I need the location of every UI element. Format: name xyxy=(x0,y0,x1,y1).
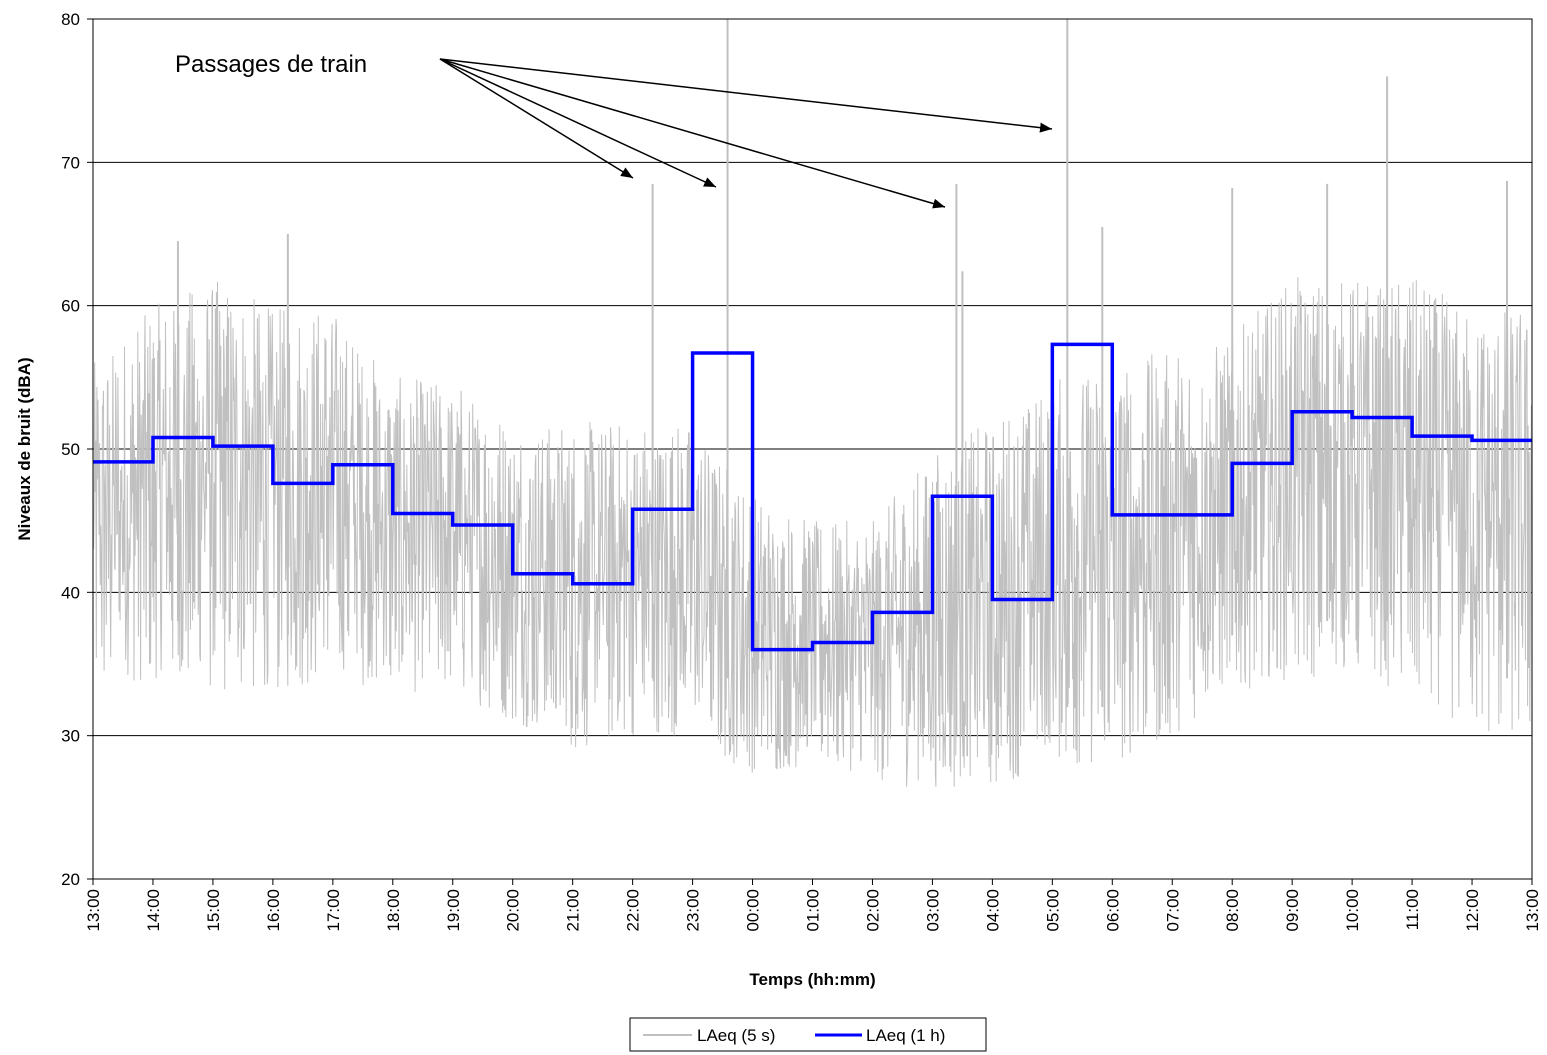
x-tick-label: 12:00 xyxy=(1463,889,1482,932)
x-axis-title: Temps (hh:mm) xyxy=(749,970,875,989)
x-tick-label: 08:00 xyxy=(1223,889,1242,932)
legend: LAeq (5 s) LAeq (1 h) xyxy=(629,1017,987,1052)
y-axis-title: Niveaux de bruit (dBA) xyxy=(15,357,34,540)
annotation-arrow xyxy=(439,58,946,209)
x-tick-label: 21:00 xyxy=(564,889,583,932)
x-tick-label: 13:00 xyxy=(1523,889,1542,932)
x-tick-label: 23:00 xyxy=(684,889,703,932)
x-tick-label: 22:00 xyxy=(624,889,643,932)
annotation-arrow xyxy=(439,58,1053,133)
x-tick-label: 03:00 xyxy=(923,889,942,932)
x-tick-label: 01:00 xyxy=(804,889,823,932)
x-tick-label: 19:00 xyxy=(444,889,463,932)
x-tick-label: 06:00 xyxy=(1103,889,1122,932)
annotation-arrow xyxy=(439,58,717,188)
legend-label-laeq-1h: LAeq (1 h) xyxy=(866,1026,945,1045)
series-laeq-5s xyxy=(92,19,1533,787)
x-tick-label: 07:00 xyxy=(1163,889,1182,932)
series-line-laeq-1h xyxy=(93,342,1532,652)
series-laeq-1h xyxy=(93,342,1532,652)
y-tick-label: 60 xyxy=(61,297,80,316)
x-tick-label: 16:00 xyxy=(264,889,283,932)
series-line-laeq-5s xyxy=(92,277,1533,787)
y-tick-label: 40 xyxy=(61,583,80,602)
x-axis-ticks: 13:00 14:00 15:00 16:00 17:00 18:00 19:00 20:00… xyxy=(84,879,1542,932)
y-tick-label: 70 xyxy=(61,153,80,172)
x-tick-label: 10:00 xyxy=(1343,889,1362,932)
x-tick-label: 09:00 xyxy=(1283,889,1302,932)
x-tick-label: 04:00 xyxy=(983,889,1002,932)
y-tick-label: 30 xyxy=(61,727,80,746)
x-tick-label: 18:00 xyxy=(384,889,403,932)
x-tick-label: 15:00 xyxy=(204,889,223,932)
y-tick-label: 20 xyxy=(61,870,80,889)
x-tick-label: 20:00 xyxy=(504,889,523,932)
y-axis-ticks: 20 30 40 50 60 70 80 xyxy=(61,10,93,889)
annotation-text: Passages de train xyxy=(175,51,367,78)
x-tick-label: 05:00 xyxy=(1043,889,1062,932)
annotation: Passages de train xyxy=(175,51,1053,209)
x-tick-label: 13:00 xyxy=(84,889,103,932)
x-tick-label: 14:00 xyxy=(144,889,163,932)
legend-label-laeq-5s: LAeq (5 s) xyxy=(697,1026,775,1045)
y-tick-label: 80 xyxy=(61,10,80,29)
x-tick-label: 02:00 xyxy=(863,889,882,932)
x-tick-label: 17:00 xyxy=(324,889,343,932)
annotation-arrow xyxy=(439,58,634,179)
y-tick-label: 50 xyxy=(61,440,80,459)
x-tick-label: 11:00 xyxy=(1403,889,1422,930)
x-tick-label: 00:00 xyxy=(744,889,763,932)
